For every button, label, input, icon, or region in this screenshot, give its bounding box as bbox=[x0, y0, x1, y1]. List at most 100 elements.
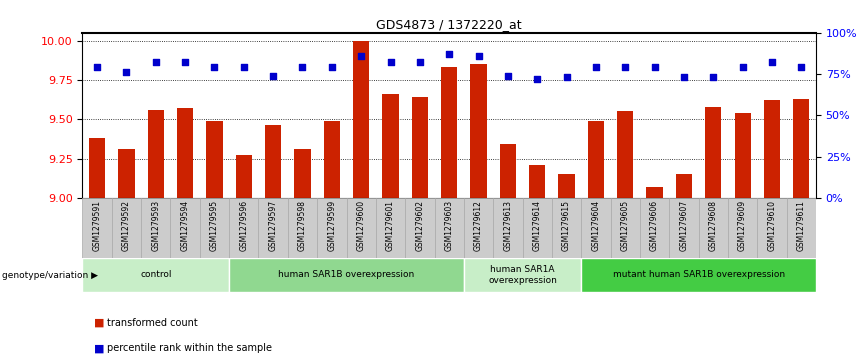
Bar bbox=[793, 99, 809, 198]
Text: GSM1279609: GSM1279609 bbox=[738, 200, 747, 251]
Text: GSM1279613: GSM1279613 bbox=[503, 200, 512, 250]
Bar bbox=[669, 198, 699, 258]
Point bbox=[237, 65, 251, 70]
Bar bbox=[346, 198, 376, 258]
Point bbox=[707, 74, 720, 80]
Bar bbox=[259, 198, 288, 258]
Text: GSM1279611: GSM1279611 bbox=[797, 200, 806, 250]
Bar bbox=[229, 258, 464, 291]
Bar bbox=[405, 198, 435, 258]
Bar bbox=[265, 126, 281, 198]
Text: transformed count: transformed count bbox=[107, 318, 198, 328]
Text: ■: ■ bbox=[94, 343, 104, 354]
Bar bbox=[529, 165, 545, 198]
Point bbox=[90, 65, 104, 70]
Text: GSM1279600: GSM1279600 bbox=[357, 200, 365, 251]
Bar bbox=[82, 258, 229, 291]
Point bbox=[648, 65, 661, 70]
Point bbox=[120, 69, 134, 75]
Bar bbox=[236, 155, 252, 198]
Bar bbox=[200, 198, 229, 258]
Text: GSM1279614: GSM1279614 bbox=[533, 200, 542, 250]
Point bbox=[384, 60, 398, 65]
Point bbox=[794, 65, 808, 70]
Point bbox=[589, 65, 602, 70]
Bar bbox=[558, 174, 575, 198]
Bar bbox=[757, 198, 786, 258]
Bar bbox=[435, 198, 464, 258]
Bar bbox=[112, 198, 141, 258]
Bar bbox=[411, 97, 428, 198]
Bar bbox=[177, 108, 194, 198]
Bar bbox=[118, 149, 135, 198]
Bar bbox=[647, 187, 662, 198]
Point bbox=[735, 65, 749, 70]
Point bbox=[560, 74, 574, 80]
Text: human SAR1A
overexpression: human SAR1A overexpression bbox=[488, 265, 557, 285]
Bar bbox=[786, 198, 816, 258]
Text: GSM1279610: GSM1279610 bbox=[767, 200, 776, 250]
Point bbox=[442, 51, 456, 57]
Text: GSM1279608: GSM1279608 bbox=[709, 200, 718, 250]
Bar bbox=[500, 144, 516, 198]
Bar bbox=[470, 64, 487, 198]
Text: GSM1279602: GSM1279602 bbox=[416, 200, 424, 250]
Text: GSM1279594: GSM1279594 bbox=[181, 200, 189, 251]
Title: GDS4873 / 1372220_at: GDS4873 / 1372220_at bbox=[377, 19, 522, 32]
Bar bbox=[141, 198, 170, 258]
Text: GSM1279604: GSM1279604 bbox=[591, 200, 601, 251]
Bar bbox=[728, 198, 757, 258]
Bar bbox=[699, 198, 728, 258]
Bar bbox=[324, 121, 340, 198]
Text: GSM1279607: GSM1279607 bbox=[680, 200, 688, 251]
Point bbox=[413, 60, 427, 65]
Point bbox=[149, 60, 163, 65]
Bar bbox=[493, 198, 523, 258]
Point bbox=[677, 74, 691, 80]
Text: mutant human SAR1B overexpression: mutant human SAR1B overexpression bbox=[613, 270, 785, 280]
Text: GSM1279599: GSM1279599 bbox=[327, 200, 336, 251]
Bar bbox=[376, 198, 405, 258]
Text: GSM1279605: GSM1279605 bbox=[621, 200, 629, 251]
Bar bbox=[617, 111, 634, 198]
Bar bbox=[441, 67, 457, 198]
Bar bbox=[82, 198, 112, 258]
Bar bbox=[582, 198, 610, 258]
Point bbox=[266, 73, 280, 78]
Bar bbox=[288, 198, 317, 258]
Bar bbox=[764, 100, 780, 198]
Point bbox=[325, 65, 339, 70]
Bar bbox=[294, 149, 311, 198]
Bar bbox=[229, 198, 259, 258]
Point bbox=[618, 65, 632, 70]
Bar bbox=[353, 41, 369, 198]
Bar bbox=[170, 198, 200, 258]
Point bbox=[207, 65, 221, 70]
Bar bbox=[89, 138, 105, 198]
Bar bbox=[734, 113, 751, 198]
Point bbox=[354, 53, 368, 59]
Bar bbox=[676, 174, 692, 198]
Text: GSM1279598: GSM1279598 bbox=[298, 200, 307, 250]
Bar bbox=[383, 94, 398, 198]
Bar bbox=[588, 121, 604, 198]
Bar bbox=[317, 198, 346, 258]
Bar bbox=[207, 121, 222, 198]
Bar bbox=[464, 198, 493, 258]
Bar bbox=[464, 258, 582, 291]
Point bbox=[178, 60, 192, 65]
Text: GSM1279612: GSM1279612 bbox=[474, 200, 483, 250]
Point bbox=[501, 73, 515, 78]
Text: genotype/variation ▶: genotype/variation ▶ bbox=[2, 271, 98, 280]
Point bbox=[765, 60, 779, 65]
Text: GSM1279601: GSM1279601 bbox=[386, 200, 395, 250]
Bar bbox=[610, 198, 640, 258]
Bar bbox=[148, 110, 164, 198]
Text: GSM1279591: GSM1279591 bbox=[93, 200, 102, 250]
Text: ■: ■ bbox=[94, 318, 104, 328]
Bar bbox=[705, 107, 721, 198]
Bar bbox=[582, 258, 816, 291]
Text: GSM1279597: GSM1279597 bbox=[269, 200, 278, 251]
Text: GSM1279593: GSM1279593 bbox=[151, 200, 161, 251]
Text: GSM1279592: GSM1279592 bbox=[122, 200, 131, 250]
